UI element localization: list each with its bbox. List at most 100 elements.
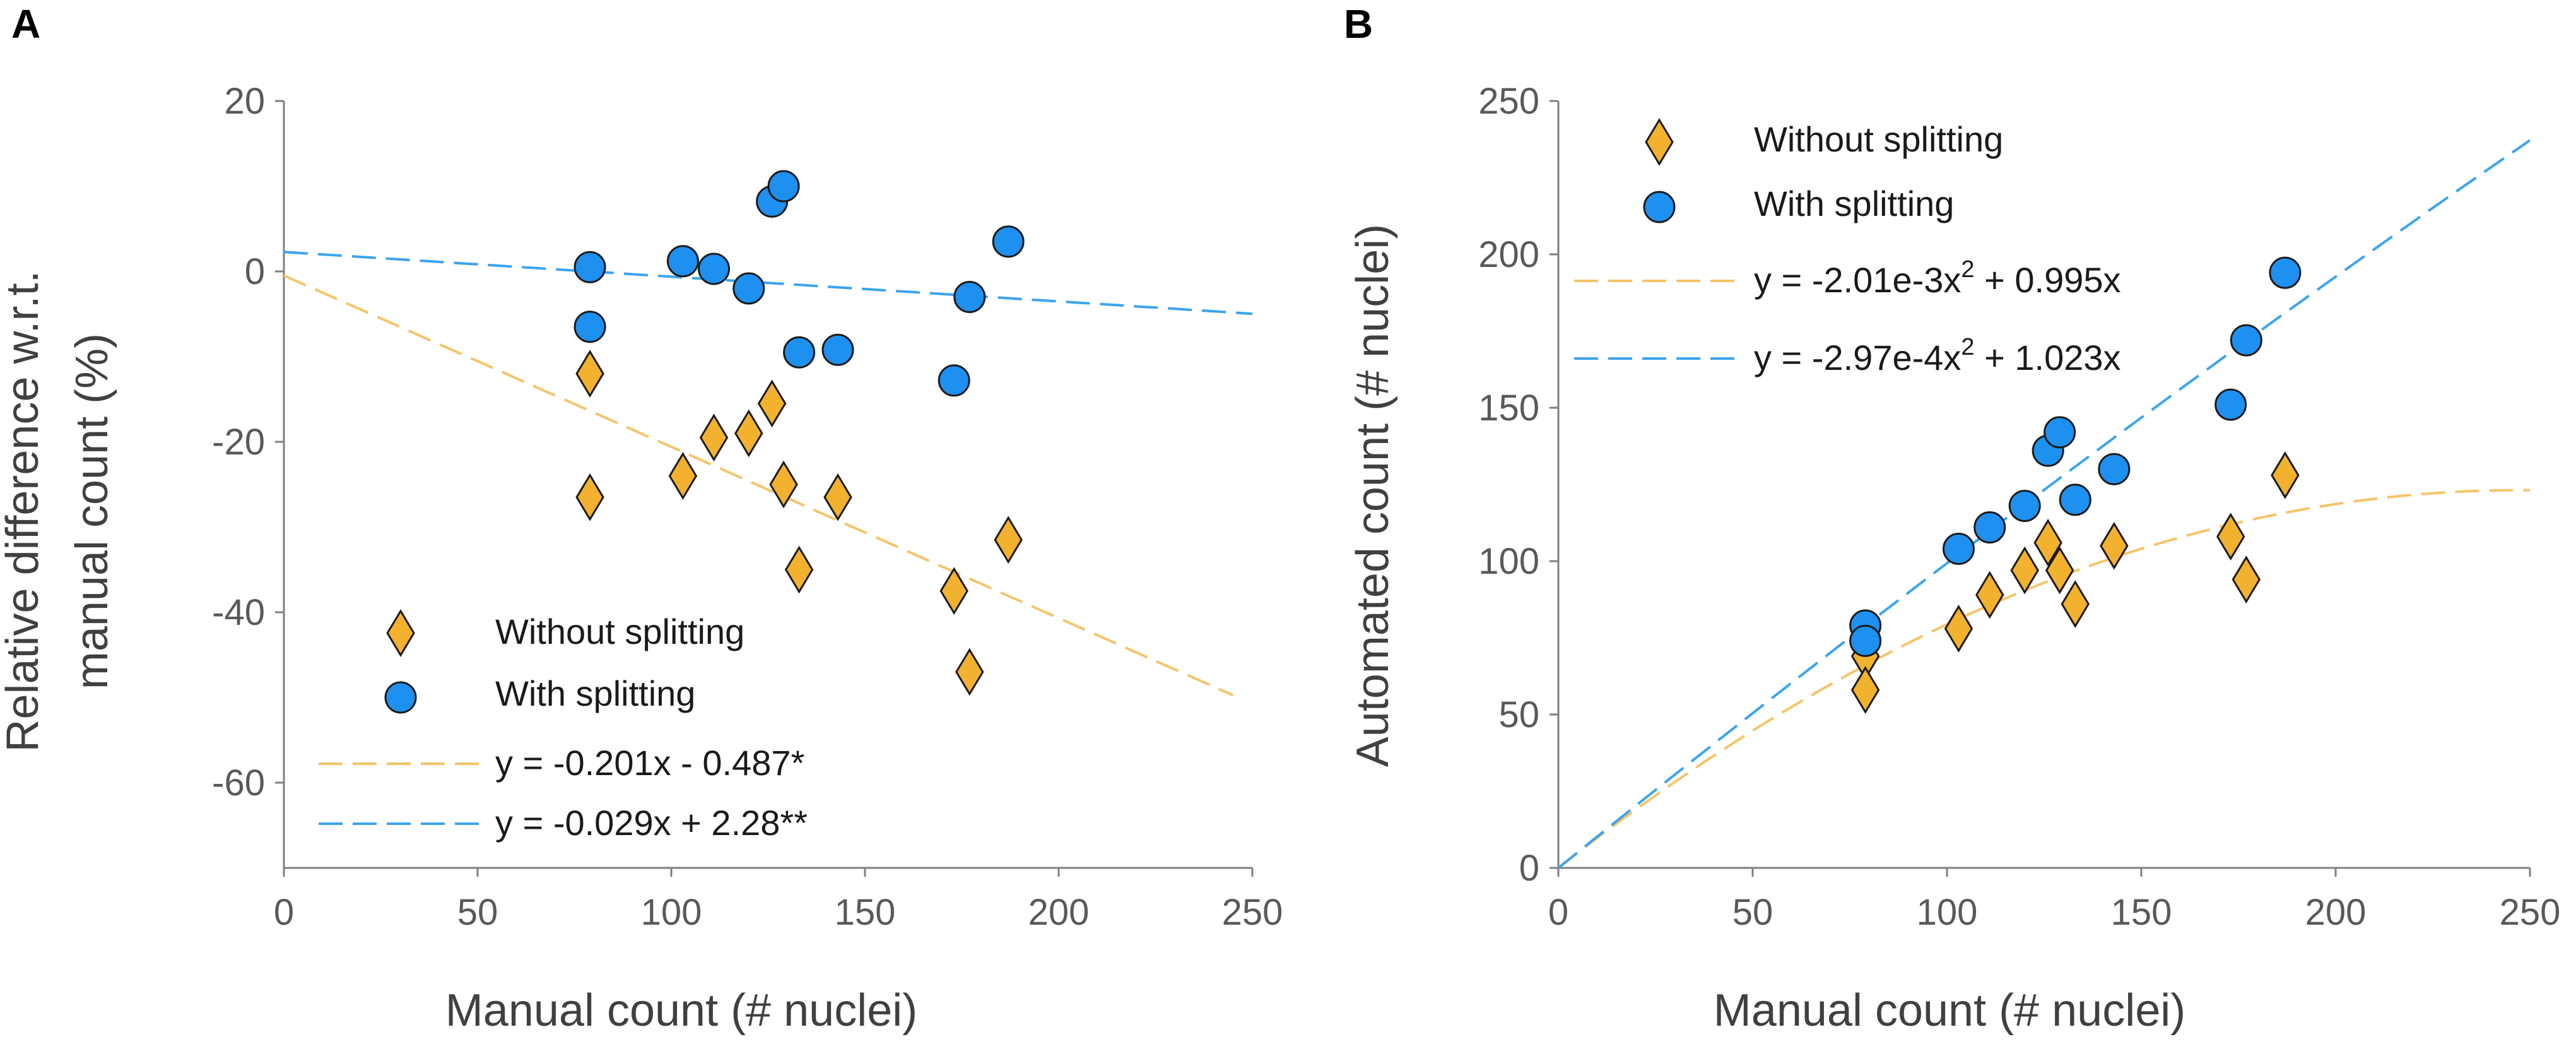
fit-line-without-splitting [1557,489,2530,869]
x-tick-label: 150 [2111,892,2172,933]
point-without-splitting [939,567,968,615]
point-with-splitting [783,336,816,369]
panel-b-label: B [1344,1,1373,47]
point-without-splitting [2216,513,2245,561]
panel-a-label: A [11,1,40,47]
fit-line-with-splitting [283,251,1253,316]
panel-b-ylabel: Automated count (# nuclei) [1348,224,1398,767]
y-tick-label: 0 [1519,848,1539,889]
legend-b-without-splitting-label: Without splitting [1754,119,2003,159]
point-without-splitting [994,516,1023,564]
panel-b-points [1849,256,2302,715]
legend-with-splitting-marker [384,681,417,714]
y-tick-label: 0 [245,251,265,292]
point-with-splitting [767,170,800,203]
legend-fit-without-label: y = -0.201x - 0.487* [495,743,804,783]
point-without-splitting [1944,605,1973,653]
legend-b-fit-with-label: y = -2.97e-4x2 + 1.023x [1754,334,2121,377]
y-tick-label: -40 [212,592,265,633]
fit-line-with-splitting [1557,139,2531,869]
point-without-splitting [2010,546,2039,595]
point-without-splitting [699,413,729,462]
panel-a-points [573,170,1025,696]
y-tick-label: -20 [212,422,265,463]
panel-b: B Automated count (# nuclei) 25020015010… [1344,1,2560,1036]
x-tick-label: 0 [1548,892,1568,933]
point-without-splitting [757,379,787,428]
point-with-splitting [1849,624,1882,657]
point-without-splitting [2232,555,2261,604]
point-with-splitting [2214,388,2247,421]
point-with-splitting [666,245,699,278]
legend-b-fit-without-label: y = -2.01e-3x2 + 0.995x [1754,256,2121,300]
point-without-splitting [668,452,698,500]
point-with-splitting [2098,453,2131,485]
x-tick-label: 100 [641,892,702,933]
point-with-splitting [698,252,731,285]
y-tick-label: 200 [1478,234,1539,275]
x-tick-label: 0 [274,892,294,933]
point-without-splitting [2061,580,2090,628]
panel-b-y-ticks: 250 200 150 100 50 0 [1478,81,1558,889]
panel-a: A Relative difference w.r.t. manual coun… [0,1,1283,1036]
legend-b-with-splitting-label: With splitting [1754,184,1954,223]
point-with-splitting [992,225,1025,258]
y-tick-label: 50 [1498,694,1539,735]
panel-a-ylabel-line1: Relative difference w.r.t. [0,270,48,752]
legend-without-splitting-label: Without splitting [495,612,744,651]
point-without-splitting [734,409,763,458]
y-tick-label: 150 [1478,388,1539,429]
point-with-splitting [1973,511,2006,544]
point-without-splitting [769,460,798,509]
point-without-splitting [1975,571,2004,619]
point-without-splitting [955,648,984,696]
point-with-splitting [2230,324,2262,357]
point-with-splitting [1942,533,1975,566]
point-with-splitting [732,272,765,305]
panel-a-xlabel: Manual count (# nuclei) [445,985,917,1036]
x-tick-label: 50 [457,892,498,933]
legend-b-fit-without-tail: + 0.995x [1975,260,2121,300]
point-with-splitting [821,333,854,366]
legend-b-without-splitting-marker [1645,118,1674,166]
legend-b-with-splitting-marker [1643,191,1676,223]
panel-b-fit-lines [1557,139,2531,869]
point-with-splitting [953,281,986,313]
point-with-splitting [2008,490,2041,523]
panel-b-xlabel: Manual count (# nuclei) [1714,985,2185,1036]
legend-b-fit-with-main: y = -2.97e-4x [1754,338,1961,377]
legend-b-fit-with-sup: 2 [1961,334,1974,360]
x-tick-label: 200 [2305,892,2367,933]
point-without-splitting [823,473,852,521]
y-tick-label: 250 [1478,81,1539,122]
point-with-splitting [938,364,970,397]
y-tick-label: 100 [1478,541,1539,582]
legend-fit-with-label: y = -0.029x + 2.28** [495,803,808,843]
point-without-splitting [784,545,814,594]
x-tick-label: 200 [1028,892,1090,933]
point-without-splitting [2033,518,2062,567]
x-tick-label: 50 [1732,892,1773,933]
panel-b-legend: Without splitting With splitting y = -2.… [1574,118,2121,377]
point-without-splitting [2271,451,2300,499]
x-tick-label: 150 [835,892,896,933]
panel-a-legend: Without splitting With splitting y = -0.… [319,609,808,843]
point-without-splitting [575,350,604,398]
legend-b-fit-without-sup: 2 [1961,256,1974,283]
point-with-splitting [573,251,606,283]
point-with-splitting [2059,483,2091,516]
panel-a-x-ticks: 0 50 100 150 200 250 [274,868,1283,933]
panel-a-ylabel-line2: manual count (%) [67,333,117,689]
x-tick-label: 250 [2500,892,2561,933]
panel-a-y-ticks: 20 0 -20 -40 -60 [212,81,284,804]
y-tick-label: 20 [224,81,265,122]
point-without-splitting [1850,666,1880,715]
panel-a-fit-lines [283,251,1253,697]
legend-b-fit-without-main: y = -2.01e-3x [1754,260,1961,300]
fit-line-without-splitting [283,274,1234,697]
legend-with-splitting-label: With splitting [495,673,695,713]
legend-b-fit-with-tail: + 1.023x [1975,338,2121,377]
point-with-splitting [573,311,606,343]
legend-without-splitting-marker [386,609,415,657]
